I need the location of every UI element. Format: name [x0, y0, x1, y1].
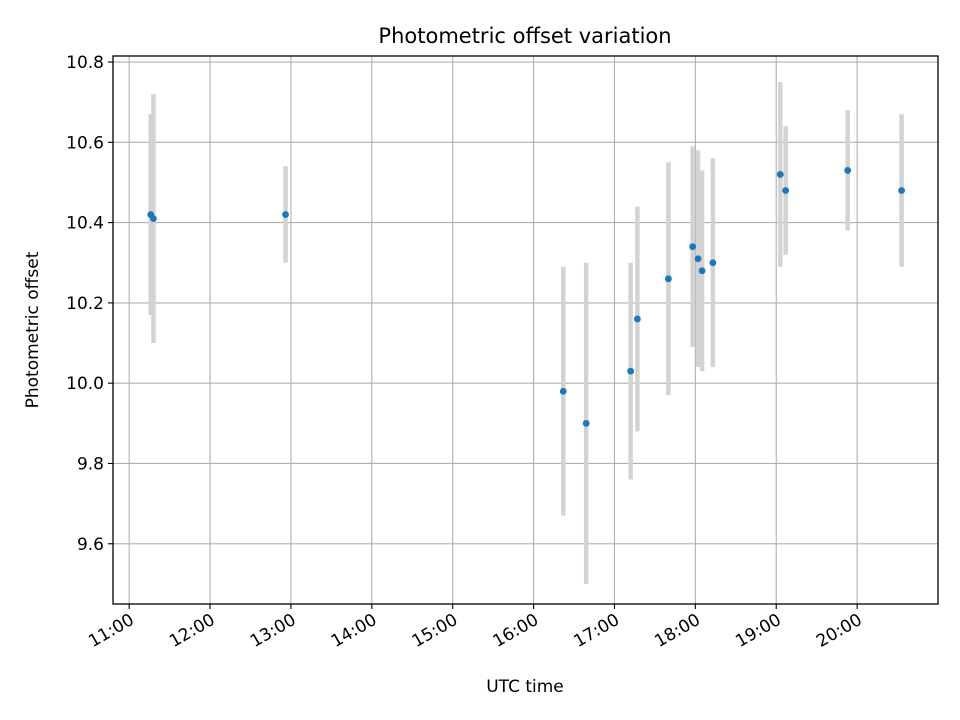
data-point	[664, 275, 672, 283]
grid	[113, 56, 938, 604]
data-point	[776, 171, 784, 178]
data-point	[898, 187, 906, 194]
y-tick-label: 10.8	[66, 53, 104, 73]
data-point	[282, 211, 289, 218]
data-point	[782, 187, 790, 194]
y-tick-label: 10.0	[66, 374, 104, 394]
y-tick-label: 9.6	[77, 535, 104, 555]
data-point	[633, 315, 641, 323]
plot-frame	[112, 55, 939, 605]
chart-title: Photometric offset variation	[378, 24, 671, 48]
x-tick-label: 14:00	[328, 610, 380, 652]
data-point	[844, 167, 852, 174]
x-tick-label: 17:00	[571, 610, 623, 652]
x-tick-label: 20:00	[813, 610, 865, 652]
y-tick-label: 9.8	[77, 454, 104, 474]
y-axis-label: Photometric offset	[23, 251, 43, 408]
x-tick-label: 15:00	[409, 610, 461, 652]
data-point	[582, 419, 590, 427]
x-tick-label: 11:00	[85, 610, 137, 652]
data-point	[689, 243, 697, 251]
y-tick-label: 10.6	[66, 133, 104, 153]
y-tick-label: 10.4	[66, 214, 104, 234]
data-point	[709, 259, 717, 267]
x-tick-label: 19:00	[732, 610, 784, 652]
errorbars	[148, 82, 904, 584]
data-point	[627, 367, 635, 375]
x-axis-label: UTC time	[486, 677, 564, 697]
data-point	[559, 387, 567, 395]
data-point	[698, 267, 706, 275]
data-point	[150, 215, 157, 222]
x-tick-label: 16:00	[490, 610, 542, 652]
y-axis: 9.6 9.8 10.0 10.2 10.4 10.6 10.8	[66, 53, 113, 555]
y-tick-label: 10.2	[66, 294, 104, 314]
x-axis: 11:00 12:00 13:00 14:00 15:00 16:00 17:00 18:00…	[85, 604, 866, 652]
x-tick-label: 12:00	[166, 610, 218, 652]
data-points	[147, 167, 906, 427]
x-tick-label: 13:00	[247, 610, 299, 652]
x-tick-label: 18:00	[651, 610, 703, 652]
data-point	[694, 255, 702, 263]
